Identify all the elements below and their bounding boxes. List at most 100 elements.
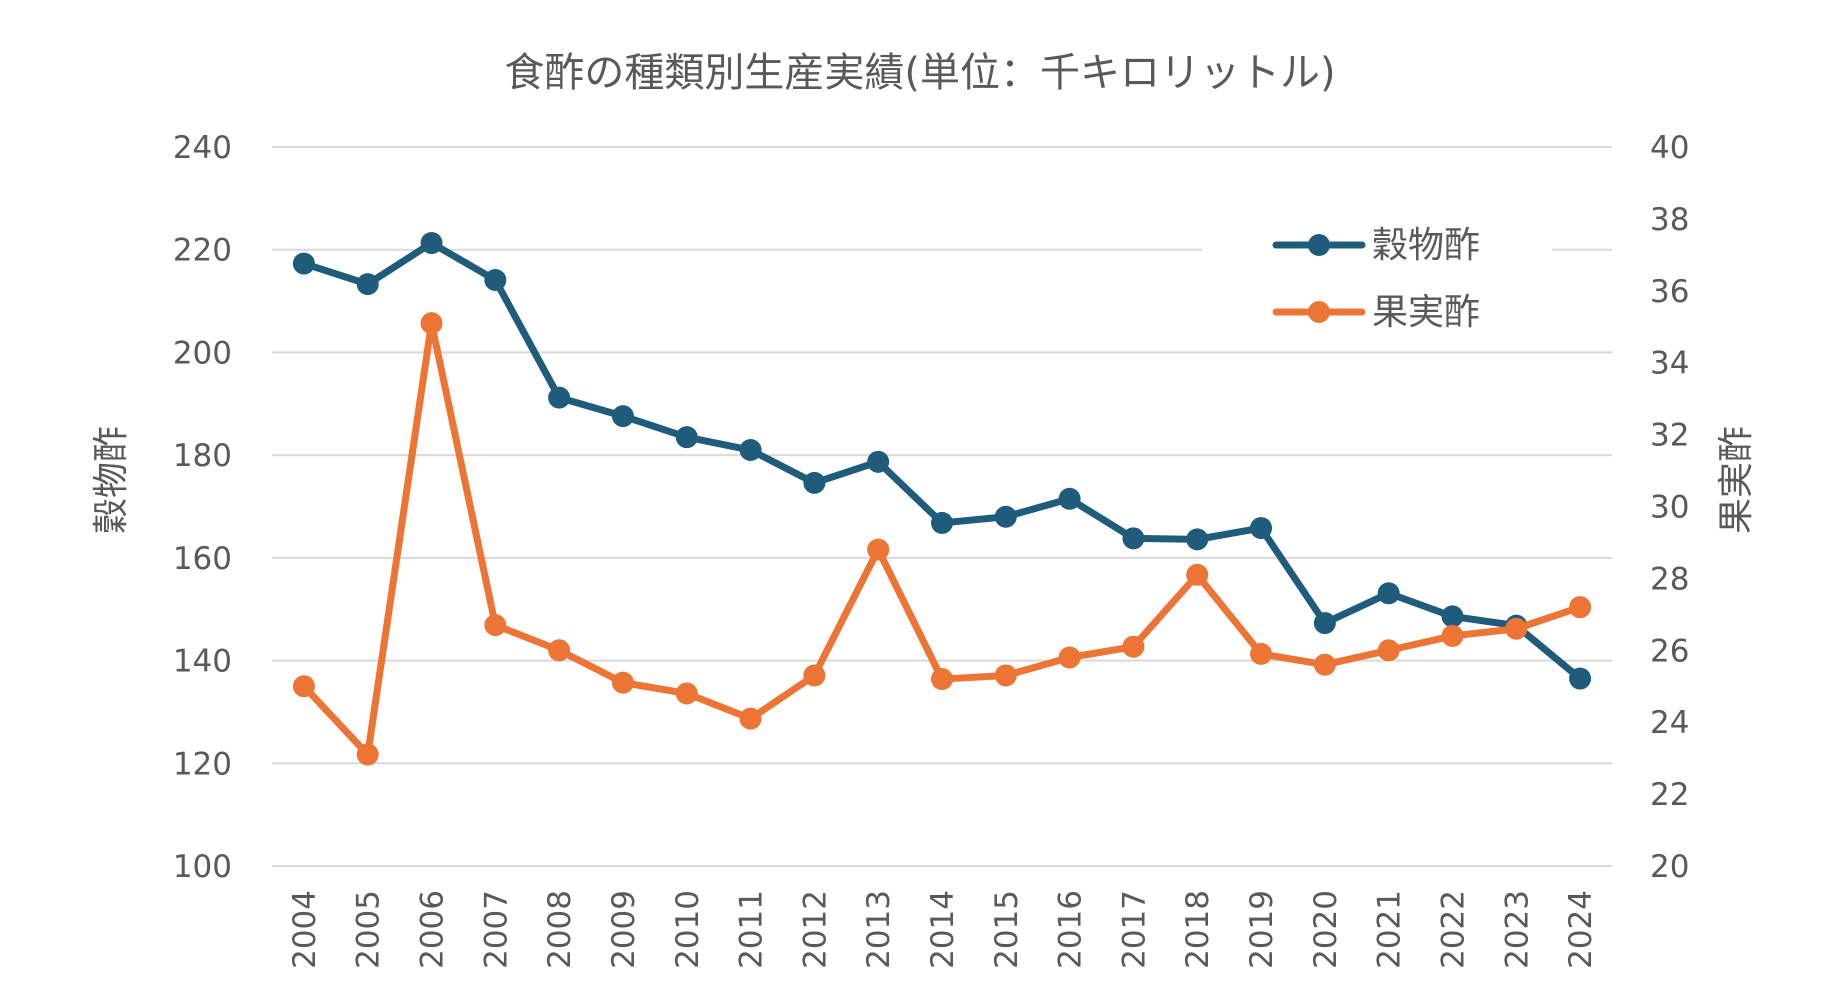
left-tick-label: 220 [173, 233, 232, 269]
data-point [292, 252, 315, 275]
data-point [484, 614, 507, 637]
data-point [1313, 612, 1336, 635]
right-axis-ticks: 20 22 24 26 28 30 32 34 36 38 40 [1650, 130, 1689, 885]
right-tick-label: 20 [1650, 849, 1689, 885]
data-point [675, 426, 698, 449]
data-point [803, 471, 826, 494]
x-tick-label: 2012 [797, 890, 833, 969]
left-axis-title: 穀物酢 [91, 426, 132, 534]
data-point [420, 232, 443, 255]
x-axis-ticks: 2004 2005 2006 2007 2008 2009 2010 2011 2012 2013… [287, 890, 1599, 969]
data-point [931, 511, 953, 534]
series-layer [292, 232, 1592, 766]
legend-label-grain: 穀物酢 [1372, 225, 1480, 266]
legend-background [1202, 218, 1552, 348]
legend-entry-grain: 穀物酢 [1272, 225, 1480, 266]
right-tick-label: 36 [1650, 274, 1689, 310]
data-point [1377, 582, 1400, 605]
data-point [1441, 624, 1464, 647]
data-point [1186, 563, 1209, 586]
x-tick-label: 2008 [542, 890, 578, 969]
data-point [994, 505, 1017, 528]
data-point [1569, 596, 1592, 619]
x-tick-label: 2006 [415, 890, 451, 969]
x-tick-label: 2015 [989, 890, 1025, 969]
series-0 [292, 232, 1592, 690]
right-tick-label: 32 [1650, 418, 1689, 454]
left-tick-label: 200 [173, 335, 232, 371]
x-tick-label: 2020 [1308, 890, 1344, 969]
left-tick-label: 100 [173, 849, 232, 885]
x-tick-label: 2011 [734, 890, 770, 969]
data-point [675, 682, 698, 705]
data-point [611, 671, 634, 694]
x-tick-label: 2007 [478, 890, 514, 969]
data-point [548, 639, 571, 662]
x-tick-label: 2005 [351, 890, 387, 969]
data-point [994, 664, 1017, 687]
legend-entry-fruit: 果実酢 [1272, 292, 1480, 333]
series-1 [292, 312, 1592, 766]
left-axis-ticks: 100 120 140 160 180 200 220 240 [173, 130, 232, 885]
left-tick-label: 160 [173, 541, 232, 577]
x-tick-label: 2010 [670, 890, 706, 969]
x-tick-label: 2023 [1499, 890, 1535, 969]
data-point [1122, 527, 1145, 550]
x-tick-label: 2024 [1563, 890, 1599, 969]
legend: 穀物酢 果実酢 [1202, 218, 1552, 348]
data-point [1058, 487, 1081, 510]
data-point [484, 269, 507, 292]
data-point [356, 273, 379, 296]
data-point [931, 668, 953, 691]
x-tick-label: 2009 [606, 890, 642, 969]
data-point [1250, 642, 1273, 665]
data-point [1441, 605, 1464, 628]
chart-title: 食酢の種類別生産実績(単位：千キロリットル) [504, 50, 1335, 96]
data-point [867, 538, 890, 561]
data-point [356, 743, 379, 766]
data-point [611, 405, 634, 428]
right-tick-label: 30 [1650, 490, 1689, 526]
right-tick-label: 26 [1650, 633, 1689, 669]
x-tick-label: 2018 [1180, 890, 1216, 969]
data-point [1250, 517, 1273, 540]
data-point [1186, 528, 1209, 551]
data-point [548, 386, 571, 409]
x-tick-label: 2022 [1435, 890, 1471, 969]
data-point [739, 707, 762, 730]
data-point [1058, 646, 1081, 669]
data-point [803, 664, 826, 687]
data-point [1377, 639, 1400, 662]
data-point [1569, 667, 1592, 690]
grid-lines [272, 146, 1612, 867]
left-tick-label: 140 [173, 644, 232, 680]
right-tick-label: 24 [1650, 705, 1689, 741]
data-point [420, 312, 443, 335]
data-point [292, 675, 315, 698]
data-point [1505, 617, 1528, 640]
x-tick-label: 2004 [287, 890, 323, 969]
right-tick-label: 28 [1650, 561, 1689, 597]
left-tick-label: 120 [173, 746, 232, 782]
x-tick-label: 2013 [861, 890, 897, 969]
data-point [1122, 635, 1145, 658]
legend-marker-fruit [1308, 301, 1330, 323]
left-tick-label: 180 [173, 438, 232, 474]
x-tick-label: 2017 [1116, 890, 1152, 969]
left-tick-label: 240 [173, 130, 232, 166]
x-tick-label: 2021 [1372, 890, 1408, 969]
x-tick-label: 2019 [1244, 890, 1280, 969]
right-tick-label: 38 [1650, 202, 1689, 238]
right-tick-label: 22 [1650, 777, 1689, 813]
x-tick-label: 2016 [1053, 890, 1089, 969]
right-tick-label: 40 [1650, 130, 1689, 166]
data-point [1313, 653, 1336, 676]
right-axis-title: 果実酢 [1716, 426, 1757, 534]
data-point [867, 450, 890, 473]
x-tick-label: 2014 [925, 890, 961, 969]
legend-marker-grain [1308, 234, 1330, 256]
data-point [739, 439, 762, 462]
legend-label-fruit: 果実酢 [1372, 292, 1480, 333]
